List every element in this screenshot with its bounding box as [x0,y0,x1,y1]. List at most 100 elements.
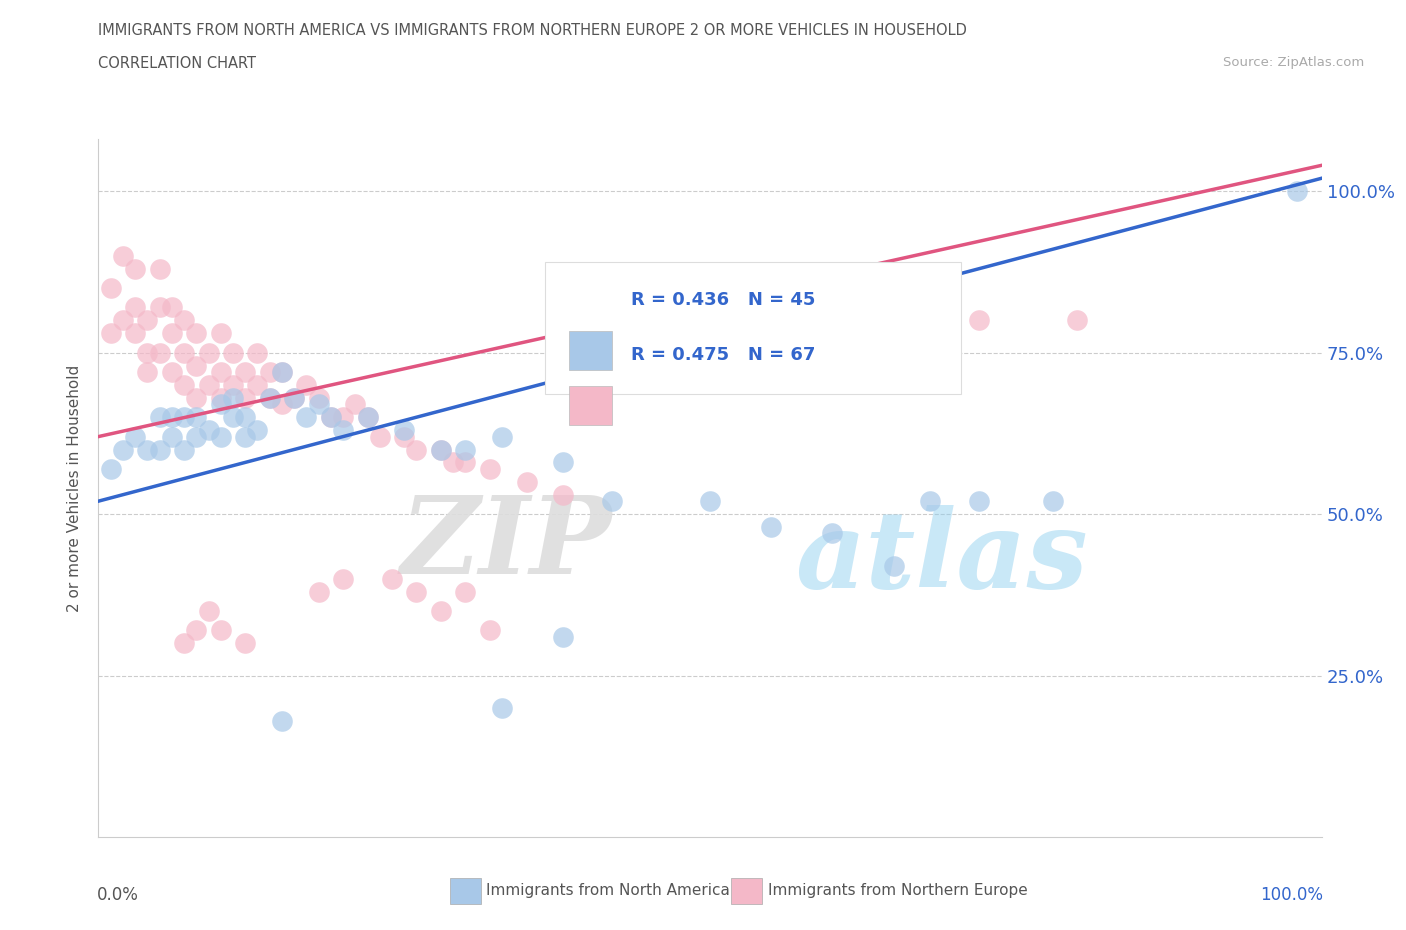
Point [233,410,256,425]
Point [173,345,195,360]
Point [136,365,159,379]
Point [246,423,269,438]
Point [478,623,501,638]
Text: Immigrants from Northern Europe: Immigrants from Northern Europe [768,884,1028,898]
Point [111,312,134,327]
Point [259,391,281,405]
Point [149,410,172,425]
Point [222,391,245,405]
Point [186,410,208,425]
Point [100,281,122,296]
Point [222,410,245,425]
Point [381,571,404,586]
Point [124,429,146,444]
Point [259,365,281,379]
Point [920,494,942,509]
Point [186,623,208,638]
Text: 100.0%: 100.0% [1260,885,1323,904]
Point [553,455,575,470]
Point [553,487,575,502]
Point [233,365,256,379]
Y-axis label: 2 or more Vehicles in Household: 2 or more Vehicles in Household [67,365,83,612]
Point [124,261,146,276]
Point [173,378,195,392]
Point [454,442,477,457]
Point [1066,312,1088,327]
Text: R = 0.436   N = 45: R = 0.436 N = 45 [630,291,815,309]
Text: Immigrants from North America: Immigrants from North America [486,884,730,898]
Point [136,442,159,457]
Point [149,442,172,457]
Point [160,410,183,425]
Point [319,410,342,425]
Point [197,345,219,360]
Point [259,391,281,405]
Point [392,429,416,444]
Point [233,636,256,651]
Point [100,461,122,476]
Point [209,391,232,405]
FancyBboxPatch shape [569,331,612,369]
Point [160,365,183,379]
Point [454,584,477,599]
Point [149,261,172,276]
Point [332,410,354,425]
Point [699,494,721,509]
Point [209,429,232,444]
Point [111,442,134,457]
Point [308,397,330,412]
Point [344,397,367,412]
Point [821,526,844,541]
Point [1286,184,1309,199]
Point [209,623,232,638]
Point [515,474,537,489]
Point [197,604,219,618]
Point [295,378,318,392]
Point [356,410,378,425]
Point [173,636,195,651]
Point [197,423,219,438]
Text: ZIP: ZIP [401,491,612,597]
Point [883,558,905,573]
Text: R = 0.475   N = 67: R = 0.475 N = 67 [630,347,815,365]
Point [368,429,391,444]
Point [186,391,208,405]
Point [209,397,232,412]
Point [319,410,342,425]
Point [430,604,453,618]
Point [246,378,269,392]
Point [441,455,464,470]
Text: CORRELATION CHART: CORRELATION CHART [98,56,256,71]
Point [186,326,208,340]
Point [491,700,513,715]
Point [160,300,183,315]
Point [283,391,305,405]
FancyBboxPatch shape [569,387,612,425]
Point [136,345,159,360]
Text: IMMIGRANTS FROM NORTH AMERICA VS IMMIGRANTS FROM NORTHERN EUROPE 2 OR MORE VEHIC: IMMIGRANTS FROM NORTH AMERICA VS IMMIGRA… [98,23,967,38]
Point [295,410,318,425]
Point [173,312,195,327]
Point [111,248,134,263]
Text: Source: ZipAtlas.com: Source: ZipAtlas.com [1223,56,1364,69]
Point [149,300,172,315]
Point [222,378,245,392]
Point [1042,494,1064,509]
Point [308,584,330,599]
Point [270,365,294,379]
Point [967,312,990,327]
Point [332,571,354,586]
Point [209,326,232,340]
Point [136,312,159,327]
Point [405,442,427,457]
Point [553,630,575,644]
Point [246,345,269,360]
Point [233,391,256,405]
Point [173,442,195,457]
Point [270,365,294,379]
Point [392,423,416,438]
Point [222,345,245,360]
Point [308,391,330,405]
Text: atlas: atlas [796,505,1088,611]
Point [124,300,146,315]
